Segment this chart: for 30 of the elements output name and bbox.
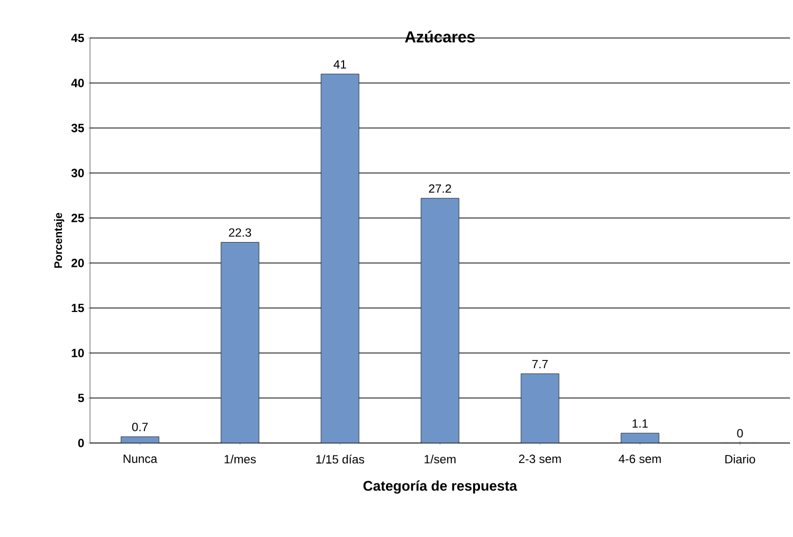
bar	[221, 242, 259, 443]
data-label: 7.7	[532, 360, 548, 368]
bar	[521, 374, 559, 443]
y-tick-label: 25	[71, 214, 84, 222]
y-tick-label: 45	[71, 34, 84, 42]
y-tick-label: 20	[71, 258, 84, 268]
y-tick-label: 35	[71, 124, 84, 132]
data-label: 0.7	[132, 422, 148, 432]
y-tick-label: 0	[78, 438, 84, 448]
y-tick-label: 30	[71, 168, 84, 178]
x-axis-title: Categoría de respuesta	[363, 480, 518, 494]
data-label: 22.3	[228, 228, 252, 237]
y-tick-label: 40	[71, 78, 84, 88]
x-tick-label: 1/mes	[224, 454, 256, 464]
x-tick-label: Nunca	[124, 454, 158, 463]
data-label: 41	[334, 60, 346, 68]
x-tick-label: 1/sem	[424, 454, 456, 464]
bar	[421, 198, 459, 443]
x-tick-label: Diario	[725, 454, 756, 464]
data-label: 0	[737, 429, 743, 438]
y-tick-label: 15	[72, 304, 84, 312]
x-tick-label: 1/15 días	[316, 454, 364, 464]
x-tick-label: 4-6 sem	[618, 454, 661, 464]
data-label: 1.1	[632, 419, 648, 428]
bar	[321, 74, 359, 443]
data-label: 27.2	[428, 184, 452, 193]
y-axis-title: Porcentaje	[54, 212, 64, 268]
y-tick-label: 10	[72, 348, 84, 358]
y-tick-label: 5	[78, 394, 84, 402]
x-tick-label: 2-3 sem	[519, 454, 561, 464]
